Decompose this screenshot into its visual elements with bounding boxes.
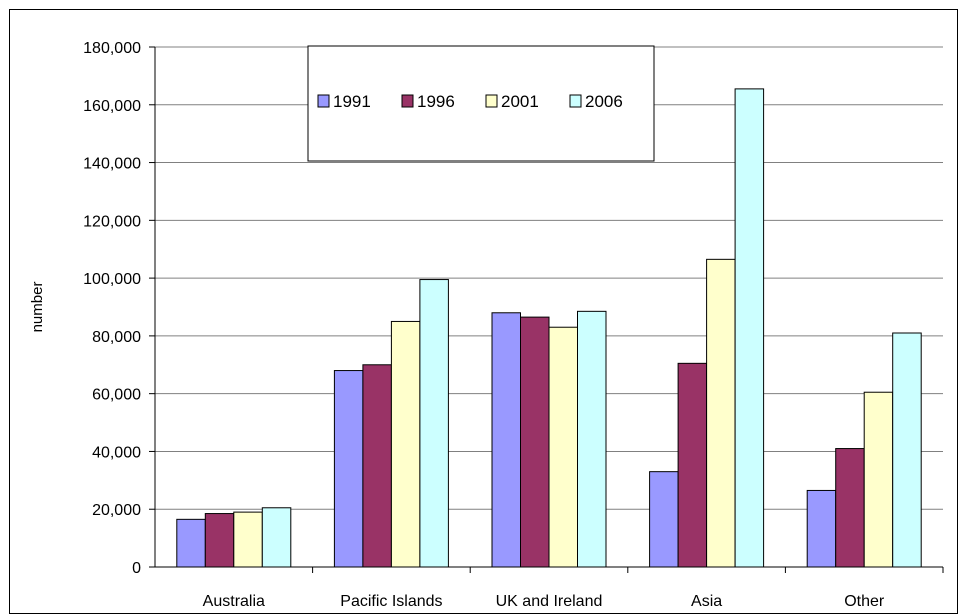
bar-2001-asia xyxy=(706,258,736,568)
bar-2006-other xyxy=(892,332,922,568)
bar-2006-australia xyxy=(261,507,292,568)
legend-label: 2001 xyxy=(501,92,539,111)
bar-1996-asia xyxy=(677,362,708,568)
y-tick-label: 20,000 xyxy=(92,502,141,519)
bar-2006-pacific-islands xyxy=(419,279,449,568)
bar-2006-asia xyxy=(734,88,765,568)
y-tick-label: 60,000 xyxy=(92,387,141,404)
bar-1996-australia xyxy=(204,513,235,568)
bar-2006-uk-and-ireland xyxy=(577,310,607,568)
bar-1991-other xyxy=(806,489,837,568)
legend-swatch xyxy=(317,94,330,108)
legend-swatch xyxy=(569,94,582,108)
bar-1996-other xyxy=(835,448,865,568)
legend-box xyxy=(307,45,655,162)
y-tick-label: 100,000 xyxy=(83,271,141,288)
x-tick-labels: Australia Pacific Islands UK and Ireland As… xyxy=(203,593,885,610)
y-tick-label: 180,000 xyxy=(83,40,141,57)
bar-1991-australia xyxy=(176,518,206,568)
x-tick-label: Other xyxy=(844,593,885,610)
y-tick-label: 120,000 xyxy=(83,213,141,230)
bar-1996-pacific-islands xyxy=(362,364,392,568)
y-tick-label: 140,000 xyxy=(83,156,141,173)
legend-label: 1991 xyxy=(333,92,371,111)
legend: 1991 1996 2001 2006 xyxy=(307,45,655,162)
x-tick-label: Asia xyxy=(691,593,722,610)
y-tick-label: 0 xyxy=(132,560,141,577)
bar-1991-asia xyxy=(649,471,679,568)
bar-2001-uk-and-ireland xyxy=(548,326,578,568)
y-axis-title: number xyxy=(29,282,46,333)
y-tick-label: 40,000 xyxy=(92,444,141,461)
x-tick-label: Australia xyxy=(203,593,265,610)
legend-label: 1996 xyxy=(417,92,455,111)
bar-1991-pacific-islands xyxy=(333,370,364,568)
y-tick-label: 80,000 xyxy=(92,329,141,346)
bars xyxy=(176,88,922,568)
axes xyxy=(154,47,944,573)
legend-label: 2006 xyxy=(585,92,623,111)
bar-1991-uk-and-ireland xyxy=(491,312,521,568)
x-tick-label: Pacific Islands xyxy=(340,593,442,610)
bar-1996-uk-and-ireland xyxy=(520,316,550,568)
bar-2001-australia xyxy=(233,511,263,568)
y-tick-label: 160,000 xyxy=(83,98,141,115)
legend-swatch xyxy=(401,94,414,108)
legend-swatch xyxy=(485,94,498,108)
bar-2001-pacific-islands xyxy=(390,320,421,568)
bar-2001-other xyxy=(863,391,894,568)
y-tick-labels: 0 20,000 40,000 60,000 80,000 100,000 120,000 1… xyxy=(83,40,141,577)
x-tick-label: UK and Ireland xyxy=(496,593,603,610)
